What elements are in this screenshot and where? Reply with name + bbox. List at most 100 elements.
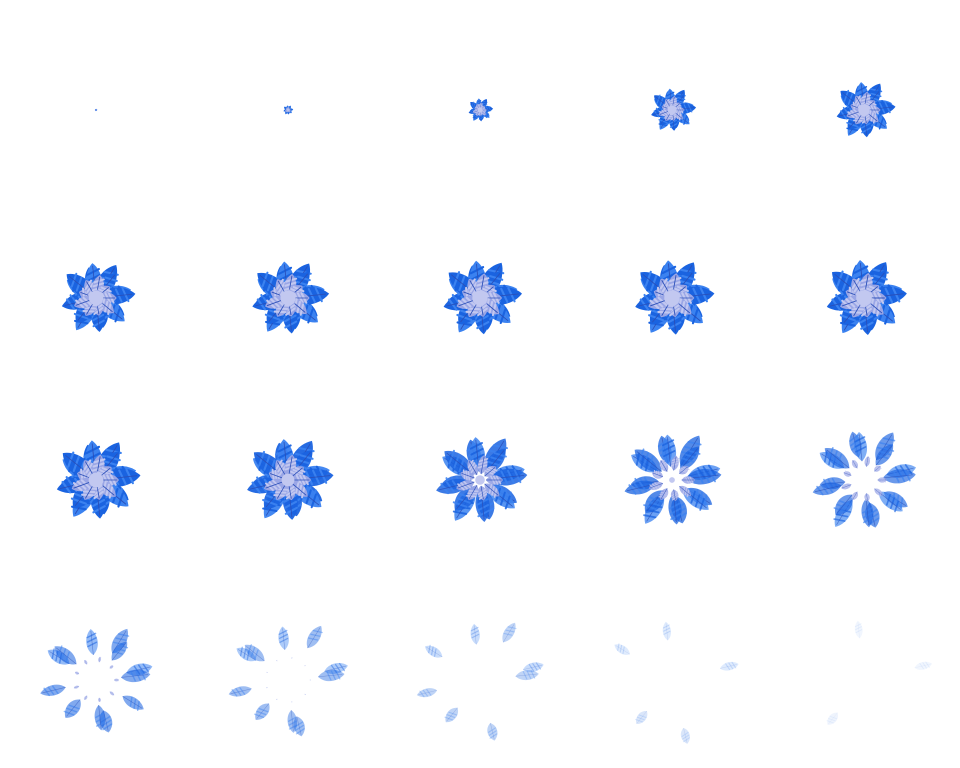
feather xyxy=(416,688,438,698)
feather xyxy=(719,661,739,671)
feather xyxy=(285,109,289,112)
feather xyxy=(477,455,489,475)
feather xyxy=(486,475,504,485)
feather xyxy=(54,645,77,665)
feather xyxy=(826,712,839,725)
feather-burst-sprite xyxy=(252,261,330,334)
feather xyxy=(254,703,270,720)
feather xyxy=(467,459,479,475)
feather xyxy=(263,478,286,492)
feather-core xyxy=(858,104,870,116)
feather xyxy=(824,447,850,469)
feather xyxy=(484,483,500,498)
feather-burst-sprite xyxy=(40,628,153,733)
feather xyxy=(276,698,278,700)
feather-core xyxy=(280,290,296,306)
feather xyxy=(293,716,305,737)
feather xyxy=(502,622,517,643)
feather-core xyxy=(667,105,677,115)
sprite-frame-13 xyxy=(384,384,576,576)
sprite-frame-8 xyxy=(384,192,576,384)
feather-core xyxy=(856,290,872,306)
sprite-frame-11 xyxy=(0,384,192,576)
feather xyxy=(460,469,475,481)
feather xyxy=(851,459,858,469)
feather xyxy=(86,628,98,655)
feather-burst-sprite xyxy=(228,625,348,737)
feather xyxy=(73,685,80,689)
feather-burst-sprite xyxy=(61,263,136,333)
feather xyxy=(304,693,306,696)
sprite-frame-2 xyxy=(192,0,384,192)
feather-burst-sprite xyxy=(283,105,294,115)
feather xyxy=(276,659,278,662)
feather xyxy=(840,295,865,310)
sprite-frame-16 xyxy=(0,576,192,768)
feather xyxy=(681,476,696,484)
feather-core xyxy=(664,290,680,306)
feather xyxy=(833,494,853,516)
feather xyxy=(63,699,81,718)
sprite-frame-6 xyxy=(0,192,192,384)
feather xyxy=(914,661,933,670)
feather xyxy=(244,644,265,662)
sprite-frame-19 xyxy=(576,576,768,768)
feather xyxy=(456,480,475,491)
feather xyxy=(484,466,498,477)
feather xyxy=(874,465,882,472)
feather-burst-sprite xyxy=(436,437,528,522)
feather xyxy=(266,687,268,689)
feather xyxy=(291,701,293,703)
feather-core xyxy=(472,290,488,306)
feather xyxy=(470,623,480,645)
feather xyxy=(111,641,129,661)
sprite-frame-18 xyxy=(384,576,576,768)
feather xyxy=(309,679,312,681)
feather xyxy=(624,480,656,495)
feather xyxy=(74,295,97,309)
feather-burst-sprite xyxy=(468,98,494,122)
sprite-frame-14 xyxy=(576,384,768,576)
feather xyxy=(465,485,479,500)
feather xyxy=(882,469,916,484)
feather xyxy=(306,625,323,649)
sprite-frame-4 xyxy=(576,0,768,192)
feather xyxy=(228,686,252,697)
feather xyxy=(94,705,106,731)
sprite-frame-17 xyxy=(192,576,384,768)
sprite-frame-1 xyxy=(0,0,192,192)
feather xyxy=(874,488,883,497)
feather xyxy=(324,662,348,674)
feather xyxy=(522,662,544,673)
feather xyxy=(812,482,842,496)
feather xyxy=(515,670,539,681)
feather xyxy=(614,643,630,655)
feather xyxy=(40,684,66,697)
feather-burst-sprite xyxy=(826,620,933,725)
sprite-frame-3 xyxy=(384,0,576,192)
feather xyxy=(680,446,701,470)
feather xyxy=(850,491,859,500)
feather xyxy=(843,470,852,478)
feather xyxy=(278,626,289,650)
feather xyxy=(875,444,895,466)
feather xyxy=(679,485,691,498)
feather-burst-sprite xyxy=(635,260,715,335)
feather xyxy=(635,710,648,724)
feather xyxy=(74,671,80,675)
feather xyxy=(648,481,664,490)
feather xyxy=(864,493,870,502)
feather xyxy=(266,671,268,673)
feather xyxy=(84,659,88,665)
feather-burst-sprite xyxy=(416,622,544,741)
feather-core xyxy=(669,477,675,483)
feather xyxy=(662,621,671,641)
feather xyxy=(318,669,345,682)
sprite-frame-5 xyxy=(768,0,960,192)
feather-core xyxy=(88,290,104,306)
feather xyxy=(109,691,115,696)
feather xyxy=(854,620,863,639)
feather xyxy=(291,657,293,659)
feather-core xyxy=(287,109,289,111)
